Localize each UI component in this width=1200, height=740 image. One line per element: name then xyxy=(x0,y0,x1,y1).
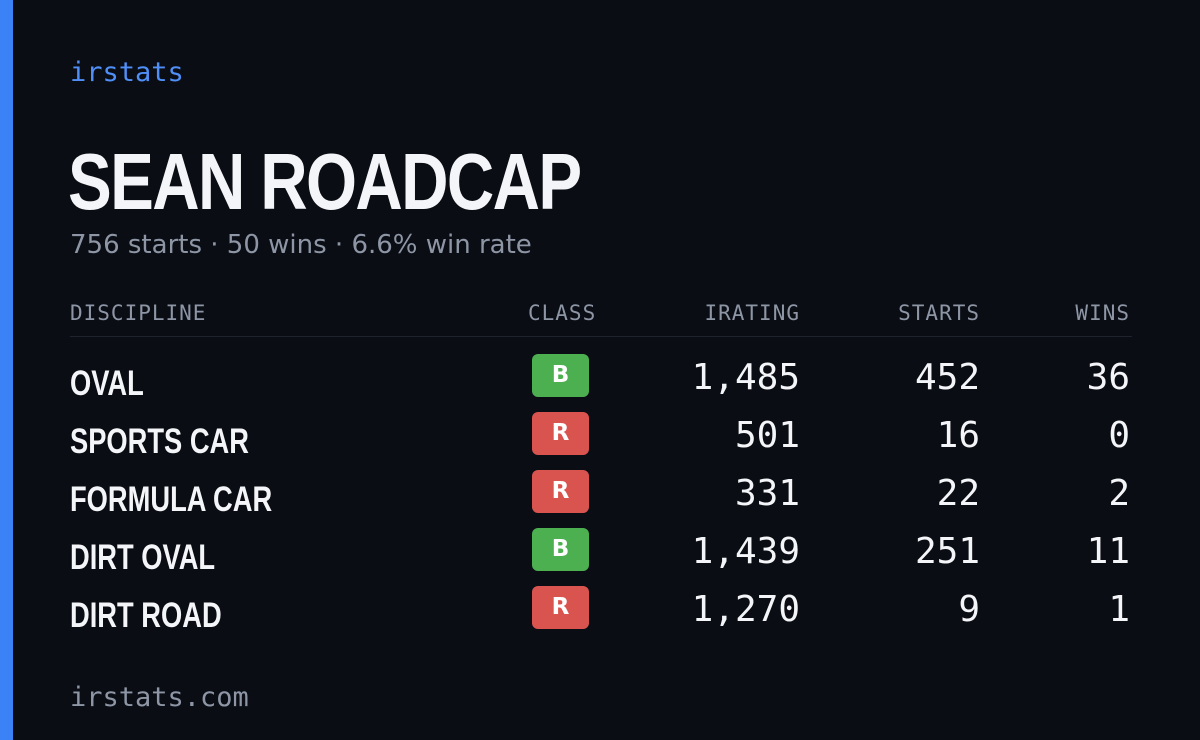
discipline-name: SPORTS CAR xyxy=(70,422,249,461)
table-row: DIRT ROAD R 1,270 9 1 xyxy=(70,586,1132,644)
discipline-name: DIRT ROAD xyxy=(70,596,222,635)
header-discipline: DISCIPLINE xyxy=(70,301,207,325)
wins-value: 1 xyxy=(1108,589,1130,630)
table-row: DIRT OVAL B 1,439 251 11 xyxy=(70,528,1132,586)
class-badge: R xyxy=(532,470,589,513)
wins-value: 2 xyxy=(1108,473,1130,514)
irating-value: 1,270 xyxy=(691,589,800,630)
starts-value: 251 xyxy=(914,531,980,572)
player-summary: 756 starts · 50 wins · 6.6% win rate xyxy=(70,230,532,260)
footer-url: irstats.com xyxy=(70,682,249,713)
irating-value: 501 xyxy=(734,415,800,456)
class-badge: R xyxy=(532,586,589,629)
irating-value: 331 xyxy=(734,473,800,514)
class-badge: R xyxy=(532,412,589,455)
class-badge: B xyxy=(532,354,589,397)
table-header: DISCIPLINE CLASS IRATING STARTS WINS xyxy=(70,300,1132,337)
starts-value: 16 xyxy=(936,415,980,456)
accent-bar xyxy=(0,0,13,740)
header-irating: IRATING xyxy=(704,301,800,325)
header-starts: STARTS xyxy=(898,301,980,325)
brand-logo-text: irstats xyxy=(70,57,184,88)
discipline-name: OVAL xyxy=(70,364,144,403)
class-badge: B xyxy=(532,528,589,571)
discipline-name: FORMULA CAR xyxy=(70,480,273,519)
starts-value: 22 xyxy=(936,473,980,514)
discipline-name: DIRT OVAL xyxy=(70,538,216,577)
table-row: SPORTS CAR R 501 16 0 xyxy=(70,412,1132,470)
player-name: SEAN ROADCAP xyxy=(68,137,582,226)
wins-value: 36 xyxy=(1086,357,1130,398)
starts-value: 9 xyxy=(958,589,980,630)
header-wins: WINS xyxy=(1075,301,1130,325)
irating-value: 1,439 xyxy=(691,531,800,572)
wins-value: 0 xyxy=(1108,415,1130,456)
starts-value: 452 xyxy=(914,357,980,398)
irating-value: 1,485 xyxy=(691,357,800,398)
table-row: OVAL B 1,485 452 36 xyxy=(70,354,1132,412)
wins-value: 11 xyxy=(1086,531,1130,572)
header-class: CLASS xyxy=(528,301,597,325)
table-row: FORMULA CAR R 331 22 2 xyxy=(70,470,1132,528)
